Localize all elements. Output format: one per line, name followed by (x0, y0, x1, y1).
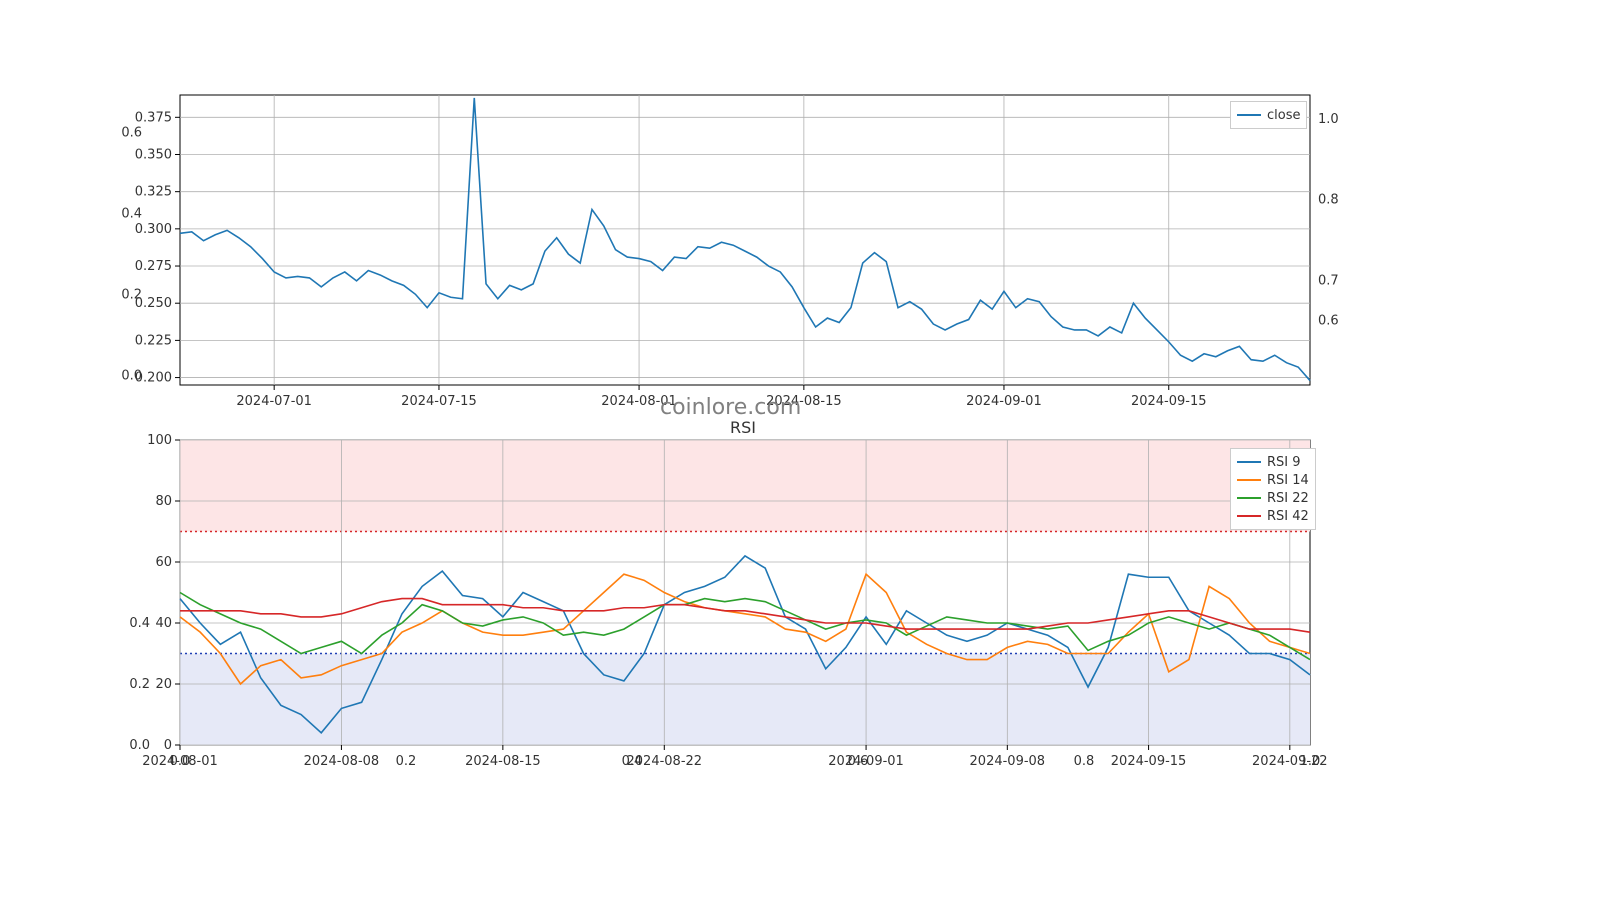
svg-text:2024-08-15: 2024-08-15 (465, 754, 541, 769)
svg-text:2024-08-08: 2024-08-08 (304, 754, 380, 769)
svg-text:2024-09-15: 2024-09-15 (1111, 754, 1187, 769)
svg-text:0.4: 0.4 (121, 206, 142, 221)
svg-text:80: 80 (155, 494, 172, 509)
svg-text:20: 20 (155, 677, 172, 692)
legend-label: RSI 14 (1267, 473, 1309, 488)
rsi-legend: RSI 9 RSI 14 RSI 22 RSI 42 (1230, 448, 1316, 530)
legend-item: RSI 42 (1237, 507, 1309, 525)
svg-text:0.8: 0.8 (1318, 193, 1339, 208)
svg-text:100: 100 (147, 433, 172, 448)
svg-text:2024-09-08: 2024-09-08 (970, 754, 1046, 769)
legend-item: RSI 9 (1237, 453, 1309, 471)
rsi-chart: 0204060801002024-08-012024-08-082024-08-… (120, 380, 1370, 805)
svg-text:0.275: 0.275 (135, 259, 172, 274)
svg-text:0.8: 0.8 (1074, 754, 1095, 769)
svg-text:0.225: 0.225 (135, 333, 172, 348)
legend-label: RSI 42 (1267, 509, 1309, 524)
svg-text:0.325: 0.325 (135, 185, 172, 200)
svg-text:1.0: 1.0 (1318, 112, 1339, 127)
svg-text:0.0: 0.0 (129, 738, 150, 753)
svg-text:0.0: 0.0 (170, 754, 191, 769)
svg-text:0.375: 0.375 (135, 110, 172, 125)
svg-text:0.4: 0.4 (129, 616, 150, 631)
figure: 0.2000.2250.2500.2750.3000.3250.3500.375… (0, 0, 1600, 900)
svg-text:0.4: 0.4 (622, 754, 643, 769)
legend-label: close (1267, 108, 1300, 123)
svg-text:0.2: 0.2 (121, 288, 142, 303)
svg-text:0.6: 0.6 (848, 754, 869, 769)
svg-text:0.300: 0.300 (135, 222, 172, 237)
legend-label: RSI 9 (1267, 455, 1301, 470)
svg-text:0: 0 (164, 738, 172, 753)
svg-text:0.2: 0.2 (396, 754, 417, 769)
svg-text:40: 40 (155, 616, 172, 631)
svg-text:0.6: 0.6 (121, 125, 142, 140)
legend-item-close: close (1237, 106, 1300, 124)
svg-text:0.7: 0.7 (1318, 273, 1339, 288)
legend-item: RSI 14 (1237, 471, 1309, 489)
svg-text:0.6: 0.6 (1318, 314, 1339, 329)
legend-label: RSI 22 (1267, 491, 1309, 506)
close-legend: close (1230, 101, 1307, 129)
svg-text:0.2: 0.2 (129, 677, 150, 692)
legend-item: RSI 22 (1237, 489, 1309, 507)
svg-text:0.350: 0.350 (135, 147, 172, 162)
svg-text:1.0: 1.0 (1300, 754, 1321, 769)
svg-text:60: 60 (155, 555, 172, 570)
